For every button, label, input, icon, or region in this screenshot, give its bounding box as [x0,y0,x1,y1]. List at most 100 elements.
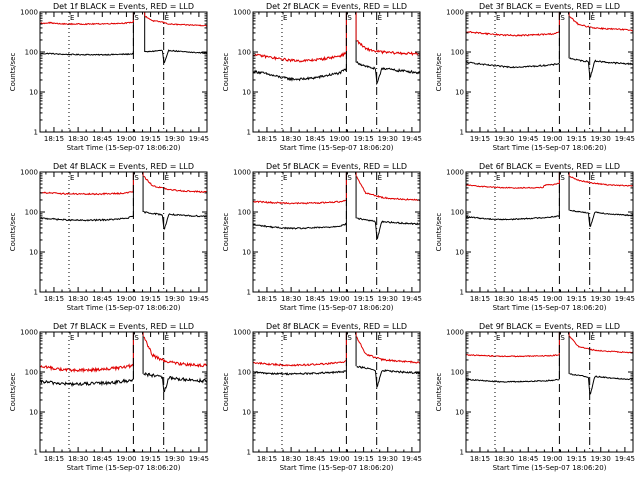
x-tick-label: 19:00 [329,455,349,463]
x-axis-label: Start Time (15-Sep-07 18:06:20) [67,304,181,312]
y-tick-label: 1000 [20,329,38,337]
y-tick-label: 1000 [446,329,464,337]
marker-label-1: E [496,174,500,182]
x-tick-label: 18:30 [281,455,301,463]
marker-label-1: E [283,174,287,182]
y-tick-label: 100 [25,209,38,217]
y-axis-label: Counts/sec [435,373,443,412]
x-tick-label: 19:45 [402,455,422,463]
marker-label-2: S [347,14,352,22]
x-tick-label: 18:30 [281,135,301,143]
y-tick-label: 1 [247,449,251,457]
x-tick-label: 18:30 [68,455,88,463]
panel-title: Det 7f BLACK = Events, RED = LLD [53,322,194,331]
y-tick-label: 1 [460,289,464,297]
x-axis-label: Start Time (15-Sep-07 18:06:20) [493,304,607,312]
marker-label-2: S [560,174,565,182]
y-tick-label: 10 [29,249,38,257]
marker-label-2: S [347,334,352,342]
marker-label-1: E [496,334,500,342]
x-tick-label: 18:15 [44,295,64,303]
x-tick-label: 18:45 [305,455,325,463]
y-tick-label: 10 [242,409,251,417]
x-tick-label: 19:45 [615,135,635,143]
x-tick-label: 19:15 [353,135,373,143]
x-tick-label: 19:45 [189,295,209,303]
x-tick-label: 19:15 [470,135,490,143]
y-tick-label: 1 [34,129,38,137]
x-tick-label: 19:45 [518,135,538,143]
detector-panel-7: Det 7f BLACK = Events, RED = LLD E S E 1 10 10… [9,322,209,472]
events-series-line [40,172,207,230]
x-tick-label: 19:00 [542,455,562,463]
y-tick-label: 1 [460,449,464,457]
plot-frame [39,11,208,133]
events-series-line [466,332,633,396]
x-tick-label: 19:30 [591,135,611,143]
lld-series-line [253,332,420,367]
y-tick-label: 100 [238,369,251,377]
y-tick-label: 1000 [233,169,251,177]
y-tick-label: 1 [247,129,251,137]
lld-series-line [466,332,633,358]
marker-label-1: E [496,14,500,22]
x-tick-label: 19:45 [189,135,209,143]
y-tick-label: 10 [242,249,251,257]
x-tick-label: 18:45 [518,295,538,303]
marker-label-3: E [165,174,169,182]
marker-label-3: E [378,14,382,22]
x-tick-label: 18:15 [257,135,277,143]
x-tick-label: 19:00 [116,135,136,143]
x-axis-label: Start Time (15-Sep-07 18:06:20) [280,144,394,152]
x-tick-label: 19:30 [591,455,611,463]
x-tick-label: 19:45 [615,455,635,463]
x-tick-label: 18:30 [281,295,301,303]
x-tick-label: 19:45 [402,295,422,303]
x-tick-label: 18:45 [92,455,112,463]
detector-panel-1: Det 1f BLACK = Events, RED = LLD E S E 1 10 10… [9,2,209,152]
marker-label-1: E [283,334,287,342]
x-tick-label: 19:00 [116,295,136,303]
x-axis-label: Start Time (15-Sep-07 18:06:20) [67,464,181,472]
x-tick-label: 19:30 [165,135,185,143]
x-tick-label: 18:45 [305,135,325,143]
x-tick-label: 18:30 [494,295,514,303]
panel-title: Det 2f BLACK = Events, RED = LLD [266,2,407,11]
detector-panel-8: Det 8f BLACK = Events, RED = LLD E S E 1 10 10… [222,322,422,472]
y-tick-label: 1000 [233,329,251,337]
x-tick-label: 19:15 [140,455,160,463]
x-tick-label: 19:15 [566,295,586,303]
x-tick-label: 18:45 [92,135,112,143]
y-axis-label: Counts/sec [222,373,230,412]
plot-frame [465,331,634,453]
y-axis-label: Counts/sec [435,53,443,92]
plot-frame [252,331,421,453]
marker-label-3: E [165,334,169,342]
marker-label-2: S [560,334,565,342]
y-tick-label: 100 [451,369,464,377]
plot-frame [252,11,421,133]
y-axis-label: Counts/sec [9,213,17,252]
y-tick-label: 100 [451,49,464,57]
marker-label-3: E [378,334,382,342]
x-tick-label: 19:30 [591,295,611,303]
x-tick-label: 18:45 [92,295,112,303]
y-tick-label: 100 [238,49,251,57]
marker-label-2: S [134,14,139,22]
panel-title: Det 3f BLACK = Events, RED = LLD [479,2,620,11]
marker-label-3: E [591,14,595,22]
plot-frame [465,11,634,133]
y-tick-label: 1 [34,449,38,457]
lld-series-line [40,332,207,374]
x-tick-label: 19:15 [566,135,586,143]
x-tick-label: 18:30 [68,135,88,143]
x-tick-label: 19:15 [353,455,373,463]
detector-panel-5: Det 5f BLACK = Events, RED = LLD E S E 1 10 10… [222,162,422,312]
y-tick-label: 10 [29,89,38,97]
x-tick-label: 18:15 [257,295,277,303]
marker-label-1: E [70,174,74,182]
x-tick-label: 19:30 [165,455,185,463]
y-tick-label: 100 [25,49,38,57]
marker-label-1: E [70,334,74,342]
events-series-line [253,12,420,86]
